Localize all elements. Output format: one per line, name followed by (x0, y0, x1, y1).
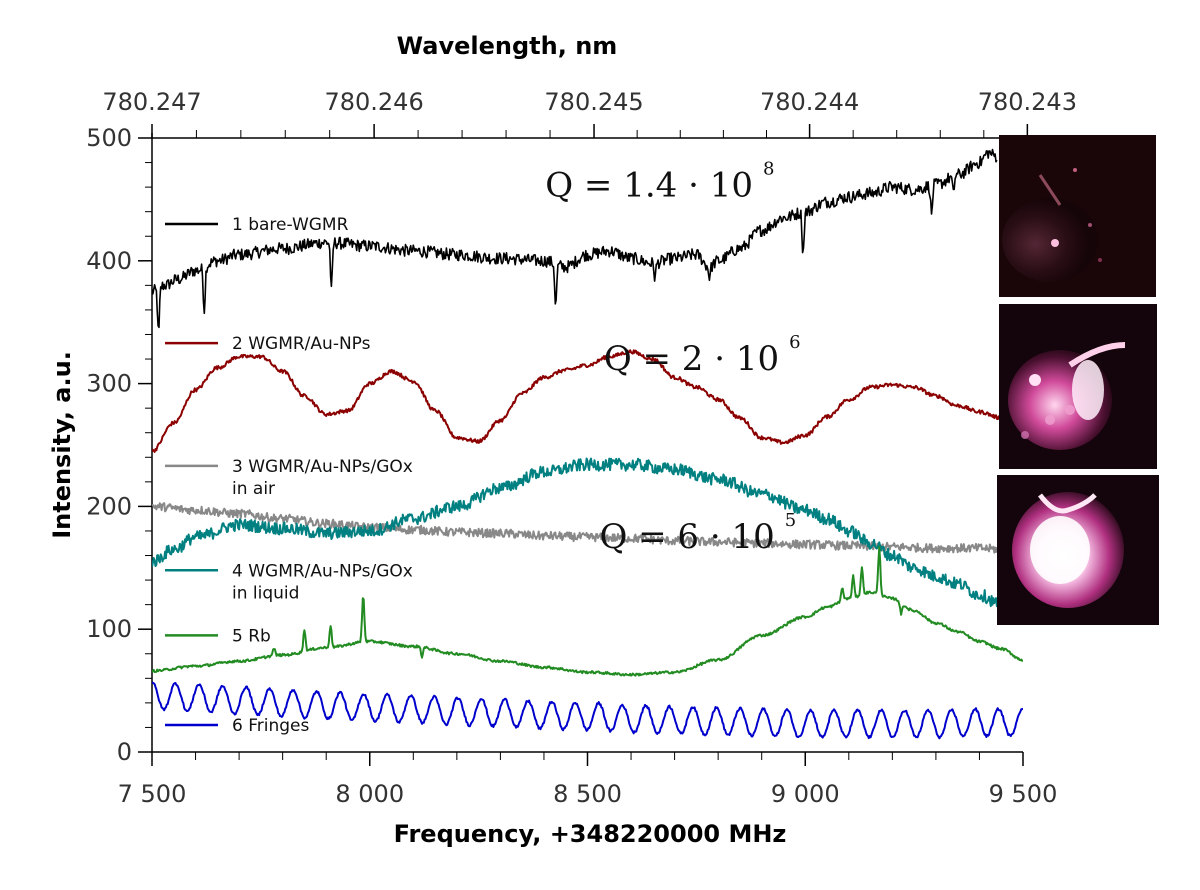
legend: 1 bare-WGMR 2 WGMR/Au-NPs 3 WGMR/Au-NPs/GO… (165, 215, 413, 736)
q-annotation-3: Q = 6 · 10 (599, 517, 774, 557)
legend-label-6: 6 Fringes (232, 716, 309, 736)
inset-images (997, 135, 1159, 625)
y-tick-label: 100 (86, 615, 132, 643)
series-line-2 (152, 349, 1002, 453)
q-exponent-2: 6 (789, 332, 800, 353)
legend-label-1: 1 bare-WGMR (232, 215, 349, 235)
top-tick-label: 780.246 (324, 88, 423, 116)
y-tick-label: 200 (86, 492, 132, 520)
top-tick-label: 780.244 (760, 88, 859, 116)
top-tick-label: 780.245 (544, 88, 643, 116)
inset-gox-liquid (997, 475, 1159, 625)
q-exponent-3: 5 (785, 510, 796, 531)
q-annotation-2: Q = 2 · 10 (604, 339, 779, 379)
legend-label-4: in liquid (232, 583, 299, 603)
legend-label-3: 3 WGMR/Au-NPs/GOx (232, 457, 413, 477)
legend-label-4: 4 WGMR/Au-NPs/GOx (232, 561, 413, 581)
y-tick-label: 400 (86, 247, 132, 275)
series-line-1 (152, 148, 998, 329)
y-tick-label: 0 (117, 738, 132, 766)
series-line-4 (152, 457, 1023, 621)
y-tick-label: 500 (86, 124, 132, 152)
inset-au-nps (999, 304, 1157, 469)
x-tick-label: 9 000 (771, 780, 840, 808)
x-tick-label: 7 500 (118, 780, 187, 808)
inset-bare-wgmr (999, 135, 1156, 297)
q-exponent-1: 8 (763, 159, 774, 180)
series-line-3 (152, 502, 1003, 554)
x-tick-label: 8 500 (553, 780, 622, 808)
data-series (152, 148, 1023, 740)
series-line-6 (152, 681, 1023, 740)
y-axis-title: Intensity, a.u. (48, 351, 76, 539)
legend-label-5: 5 Rb (232, 626, 271, 646)
annotations: Q = 1.4 · 10 8 Q = 2 · 10 6 Q = 6 · 10 5 (545, 159, 800, 557)
x-tick-label: 9 500 (989, 780, 1058, 808)
x-tick-label: 8 000 (335, 780, 404, 808)
q-annotation-1: Q = 1.4 · 10 (545, 166, 753, 206)
axes: 7 500 8 000 8 500 9 000 9 500 0 100 200 300 400 50… (86, 88, 1077, 808)
legend-label-3: in air (232, 479, 275, 499)
top-axis-title: Wavelength, nm (397, 32, 618, 60)
y-tick-label: 300 (86, 370, 132, 398)
top-tick-label: 780.247 (102, 88, 201, 116)
x-axis-title: Frequency, +348220000 MHz (394, 820, 787, 848)
top-tick-label: 780.243 (978, 88, 1077, 116)
legend-label-2: 2 WGMR/Au-NPs (232, 334, 371, 354)
series-line-5 (152, 546, 1023, 677)
